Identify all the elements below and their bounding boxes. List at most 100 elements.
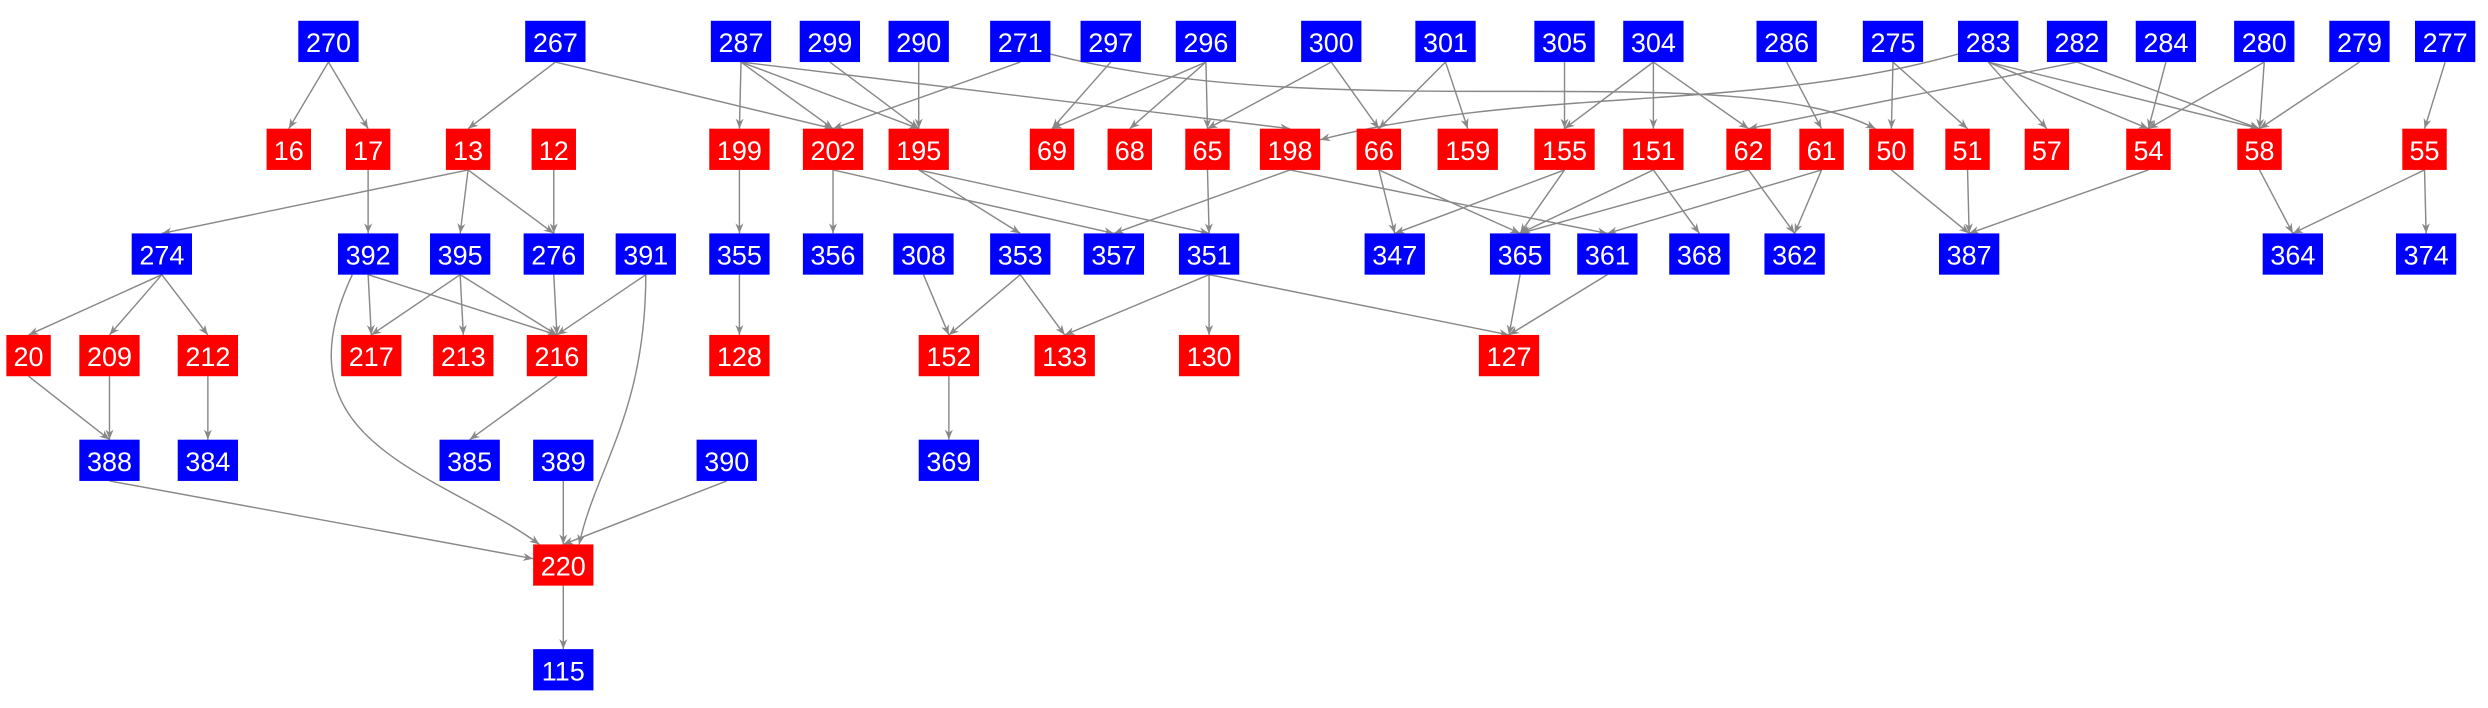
node-62[interactable]: 62 bbox=[1726, 128, 1771, 170]
node-389[interactable]: 389 bbox=[533, 439, 594, 481]
node-box bbox=[177, 334, 239, 377]
node-282[interactable]: 282 bbox=[2046, 20, 2108, 63]
edge-271-to-50 bbox=[1050, 53, 1876, 130]
node-box bbox=[1080, 20, 1141, 63]
node-label: 308 bbox=[901, 241, 946, 271]
node-391[interactable]: 391 bbox=[615, 233, 676, 275]
node-label: 280 bbox=[2242, 28, 2287, 58]
node-209[interactable]: 209 bbox=[79, 334, 140, 377]
node-364[interactable]: 364 bbox=[2262, 233, 2323, 275]
node-label: 353 bbox=[998, 241, 1043, 271]
node-55[interactable]: 55 bbox=[2402, 128, 2447, 170]
node-308[interactable]: 308 bbox=[893, 233, 954, 275]
node-115[interactable]: 115 bbox=[533, 649, 594, 691]
node-356[interactable]: 356 bbox=[802, 233, 864, 275]
node-195[interactable]: 195 bbox=[888, 128, 949, 170]
node-51[interactable]: 51 bbox=[1945, 128, 1990, 170]
node-361[interactable]: 361 bbox=[1577, 233, 1638, 275]
node-374[interactable]: 374 bbox=[2395, 233, 2457, 275]
node-68[interactable]: 68 bbox=[1107, 128, 1152, 170]
node-357[interactable]: 357 bbox=[1083, 233, 1145, 275]
node-155[interactable]: 155 bbox=[1534, 128, 1595, 170]
node-box bbox=[1764, 233, 1825, 275]
node-280[interactable]: 280 bbox=[2234, 20, 2295, 63]
node-392[interactable]: 392 bbox=[337, 233, 399, 275]
node-54[interactable]: 54 bbox=[2126, 128, 2171, 170]
node-65[interactable]: 65 bbox=[1185, 128, 1230, 170]
node-277[interactable]: 277 bbox=[2415, 20, 2476, 63]
node-301[interactable]: 301 bbox=[1415, 20, 1476, 63]
node-369[interactable]: 369 bbox=[918, 439, 980, 481]
node-300[interactable]: 300 bbox=[1301, 20, 1362, 63]
node-20[interactable]: 20 bbox=[6, 334, 51, 377]
node-353[interactable]: 353 bbox=[990, 233, 1051, 275]
node-130[interactable]: 130 bbox=[1178, 334, 1240, 377]
node-305[interactable]: 305 bbox=[1534, 20, 1595, 63]
edge-62-to-362 bbox=[1748, 169, 1796, 234]
node-box bbox=[696, 439, 757, 481]
edge-361-to-127 bbox=[1508, 274, 1608, 336]
node-287[interactable]: 287 bbox=[710, 20, 772, 63]
node-274[interactable]: 274 bbox=[131, 233, 192, 275]
node-128[interactable]: 128 bbox=[709, 334, 770, 377]
node-351[interactable]: 351 bbox=[1178, 233, 1240, 275]
node-57[interactable]: 57 bbox=[2024, 128, 2070, 170]
node-label: 16 bbox=[274, 136, 304, 166]
node-384[interactable]: 384 bbox=[177, 439, 239, 481]
node-286[interactable]: 286 bbox=[1756, 20, 1817, 63]
node-390[interactable]: 390 bbox=[696, 439, 757, 481]
node-61[interactable]: 61 bbox=[1799, 128, 1844, 170]
node-label: 62 bbox=[1734, 136, 1764, 166]
node-69[interactable]: 69 bbox=[1029, 128, 1075, 170]
node-368[interactable]: 368 bbox=[1669, 233, 1730, 275]
node-387[interactable]: 387 bbox=[1938, 233, 2000, 275]
node-362[interactable]: 362 bbox=[1764, 233, 1825, 275]
node-12[interactable]: 12 bbox=[531, 128, 576, 170]
node-217[interactable]: 217 bbox=[341, 334, 402, 377]
node-271[interactable]: 271 bbox=[990, 20, 1051, 63]
edge-275-to-51 bbox=[1892, 61, 1969, 130]
node-299[interactable]: 299 bbox=[799, 20, 861, 63]
node-279[interactable]: 279 bbox=[2329, 20, 2390, 63]
node-66[interactable]: 66 bbox=[1356, 128, 1402, 170]
node-365[interactable]: 365 bbox=[1489, 233, 1551, 275]
node-355[interactable]: 355 bbox=[709, 233, 770, 275]
node-159[interactable]: 159 bbox=[1437, 128, 1498, 170]
node-202[interactable]: 202 bbox=[802, 128, 864, 170]
edge-66-to-347 bbox=[1378, 169, 1397, 234]
node-275[interactable]: 275 bbox=[1862, 20, 1924, 63]
node-395[interactable]: 395 bbox=[430, 233, 491, 275]
node-276[interactable]: 276 bbox=[523, 233, 584, 275]
node-50[interactable]: 50 bbox=[1869, 128, 1914, 170]
node-16[interactable]: 16 bbox=[266, 128, 311, 170]
node-347[interactable]: 347 bbox=[1364, 233, 1425, 275]
node-304[interactable]: 304 bbox=[1623, 20, 1684, 63]
node-388[interactable]: 388 bbox=[79, 439, 140, 481]
node-267[interactable]: 267 bbox=[525, 20, 586, 63]
node-216[interactable]: 216 bbox=[526, 334, 588, 377]
node-220[interactable]: 220 bbox=[533, 544, 594, 586]
node-199[interactable]: 199 bbox=[709, 128, 770, 170]
node-385[interactable]: 385 bbox=[439, 439, 500, 481]
edge-62-to-365 bbox=[1519, 169, 1749, 235]
node-198[interactable]: 198 bbox=[1259, 128, 1321, 170]
node-133[interactable]: 133 bbox=[1034, 334, 1095, 377]
node-290[interactable]: 290 bbox=[888, 20, 949, 63]
node-283[interactable]: 283 bbox=[1958, 20, 2019, 63]
node-17[interactable]: 17 bbox=[345, 128, 391, 170]
node-284[interactable]: 284 bbox=[2135, 20, 2197, 63]
node-13[interactable]: 13 bbox=[445, 128, 491, 170]
node-127[interactable]: 127 bbox=[1478, 334, 1540, 377]
edge-280-to-54 bbox=[2148, 61, 2265, 130]
node-212[interactable]: 212 bbox=[177, 334, 239, 377]
node-213[interactable]: 213 bbox=[433, 334, 494, 377]
node-270[interactable]: 270 bbox=[298, 20, 359, 63]
node-296[interactable]: 296 bbox=[1175, 20, 1237, 63]
node-152[interactable]: 152 bbox=[918, 334, 980, 377]
node-297[interactable]: 297 bbox=[1080, 20, 1141, 63]
node-151[interactable]: 151 bbox=[1623, 128, 1684, 170]
node-58[interactable]: 58 bbox=[2237, 128, 2282, 170]
edge-280-to-58 bbox=[2256, 61, 2265, 129]
node-label: 297 bbox=[1088, 28, 1133, 58]
node-box bbox=[1726, 128, 1771, 170]
